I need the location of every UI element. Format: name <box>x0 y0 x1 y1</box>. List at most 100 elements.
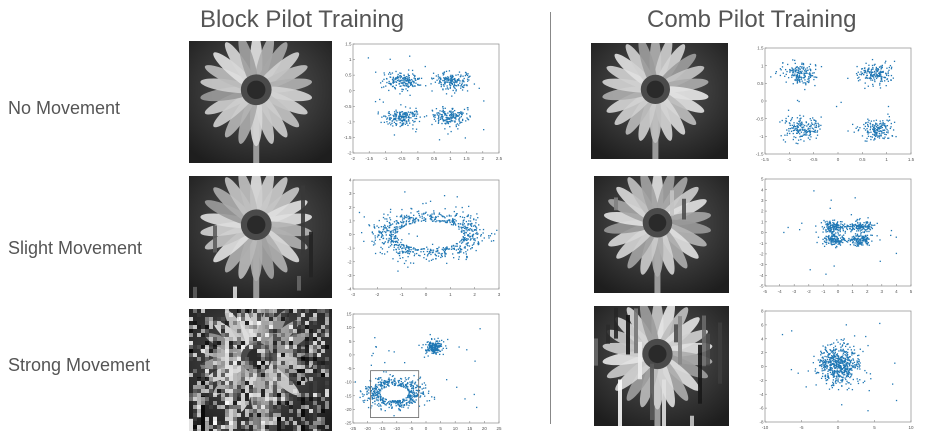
scatter-point <box>383 72 385 74</box>
scatter-point <box>442 108 444 110</box>
scatter-point <box>438 119 440 121</box>
scatter-point <box>865 62 867 64</box>
scatter-point <box>831 235 833 237</box>
scatter-point <box>382 226 385 228</box>
scatter-point <box>399 113 401 116</box>
scatter-point <box>833 227 835 229</box>
scatter-point <box>419 385 421 388</box>
scatter-point <box>837 366 840 368</box>
scatter-point <box>796 125 798 127</box>
scatter-point <box>395 251 398 253</box>
scatter-point <box>839 375 841 377</box>
scatter-point <box>402 257 404 259</box>
scatter-point <box>363 401 365 404</box>
scatter-point <box>409 251 412 253</box>
scatter-point <box>414 248 416 250</box>
scatter-point <box>431 249 433 251</box>
scatter-point <box>872 128 874 130</box>
scatter-point <box>879 127 882 129</box>
scatter-point <box>832 359 835 361</box>
scatter-point <box>876 134 878 137</box>
scatter-point <box>835 370 837 372</box>
scatter-point <box>843 342 845 344</box>
y-tick-label: -0.5 <box>344 104 352 109</box>
scatter-point <box>457 128 459 130</box>
scatter-point <box>803 66 805 68</box>
scatter-point <box>399 384 401 386</box>
scatter-point <box>368 392 370 394</box>
scatter-point <box>828 223 830 226</box>
scatter-point <box>879 82 881 85</box>
scatter-point <box>394 243 396 246</box>
scatter-point <box>409 112 411 114</box>
scatter-point <box>406 79 408 82</box>
scatter-point <box>848 387 850 389</box>
scatter-point <box>395 81 397 83</box>
scatter-point <box>878 73 881 76</box>
scatter-point <box>449 86 452 88</box>
scatter-point <box>403 386 405 388</box>
scatter-point <box>875 119 878 121</box>
scatter-point <box>368 397 370 399</box>
scatter-point <box>867 131 869 133</box>
scatter-point <box>459 121 462 123</box>
scatter-point <box>850 383 852 385</box>
scatter-point <box>398 222 400 225</box>
scatter-point <box>861 241 863 243</box>
scatter-point <box>836 238 838 240</box>
scatter-point <box>835 360 838 362</box>
scatter-point <box>468 79 470 81</box>
scatter-point <box>856 368 859 370</box>
scatter-point <box>885 72 887 74</box>
scatter-point <box>792 59 794 61</box>
scatter-point <box>469 115 471 117</box>
scatter-point <box>398 401 400 403</box>
scatter-point <box>386 251 389 253</box>
scatter-point <box>875 68 877 70</box>
scatter-point <box>856 230 858 232</box>
scatter-point <box>417 379 419 381</box>
scatter-point <box>864 69 866 72</box>
scatter-point <box>373 397 375 400</box>
x-tick-label: 15 <box>467 426 473 431</box>
scatter-point <box>481 240 483 242</box>
scatter-point <box>375 384 377 387</box>
scatter-point <box>423 116 426 118</box>
scatter-point <box>411 111 413 114</box>
scatter-point <box>403 116 406 118</box>
scatter-point <box>417 84 419 86</box>
scatter-point <box>869 123 872 125</box>
scatter-point <box>403 215 406 217</box>
scatter-point <box>428 400 431 402</box>
scatter-point <box>823 352 825 354</box>
x-tick-label: 0 <box>417 156 420 161</box>
scatter-point <box>452 110 454 113</box>
scatter-point <box>796 130 798 132</box>
scatter-point <box>377 111 379 113</box>
scatter-point <box>844 364 846 367</box>
scatter-point <box>393 117 396 120</box>
scatter-point <box>381 242 384 244</box>
scatter-point <box>408 248 410 250</box>
y-tick-label: 0 <box>349 232 352 237</box>
scatter-point <box>461 86 464 88</box>
scatter-point <box>404 106 407 108</box>
scatter-point <box>853 236 855 238</box>
scatter-point <box>399 227 402 230</box>
scatter-point <box>841 350 843 352</box>
scatter-point <box>801 128 803 130</box>
scatter-point <box>834 351 837 353</box>
scatter-point <box>864 224 866 227</box>
scatter-point <box>787 77 790 79</box>
scatter-point <box>380 377 382 379</box>
scatter-point <box>451 82 453 85</box>
scatter-point <box>449 121 452 123</box>
scatter-point <box>887 72 889 75</box>
scatter-point <box>840 367 842 370</box>
scatter-point <box>870 75 872 77</box>
scatter-point <box>464 234 466 236</box>
scatter-point <box>436 349 438 351</box>
scatter-point <box>791 74 793 76</box>
scatter-point <box>827 230 829 233</box>
scatter-point <box>802 63 805 66</box>
